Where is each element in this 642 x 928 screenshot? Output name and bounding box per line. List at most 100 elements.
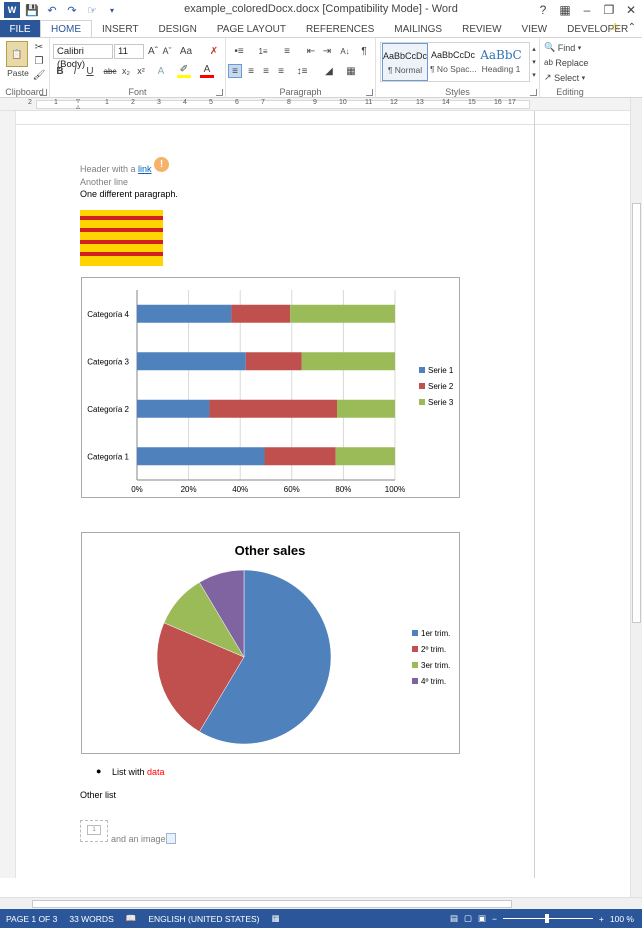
- help-button[interactable]: ?: [539, 3, 547, 17]
- format-painter-icon[interactable]: 🖌: [32, 69, 46, 81]
- page-count[interactable]: PAGE 1 OF 3: [6, 913, 58, 924]
- multilevel-list-icon[interactable]: ≡: [284, 45, 290, 57]
- ruler-number: 1: [105, 99, 109, 106]
- show-formatting-button[interactable]: ¶: [361, 45, 367, 57]
- touch-mode-icon[interactable]: ☞: [87, 4, 97, 17]
- legend-swatch: [412, 662, 418, 668]
- zoom-slider[interactable]: [502, 914, 593, 923]
- ribbon-display-options-icon[interactable]: ▦: [559, 3, 571, 17]
- style-heading-1[interactable]: AaBbC Heading 1: [478, 43, 524, 81]
- style-no-spacing[interactable]: AaBbCcDc ¶ No Spac...: [430, 43, 477, 81]
- vertical-ruler[interactable]: [0, 111, 16, 878]
- read-mode-icon[interactable]: ▤: [449, 913, 458, 923]
- font-color-icon[interactable]: A: [200, 64, 214, 78]
- font-dialog-launcher-icon[interactable]: [216, 89, 223, 96]
- zoom-in-icon[interactable]: +: [598, 913, 604, 924]
- vertical-scroll-thumb[interactable]: [632, 203, 641, 623]
- warning-icon[interactable]: ⚠: [610, 22, 620, 33]
- bullets-icon[interactable]: •≡: [234, 45, 244, 57]
- save-icon[interactable]: 💾: [25, 4, 39, 17]
- font-name-combo[interactable]: Calibri (Body): [53, 44, 113, 70]
- align-center-icon[interactable]: ≡: [248, 65, 254, 77]
- word-app-icon[interactable]: W: [4, 2, 20, 18]
- highlight-color-icon[interactable]: ✐: [177, 64, 191, 78]
- cut-icon[interactable]: ✂: [34, 41, 44, 53]
- font-size-combo[interactable]: 11: [114, 44, 144, 59]
- grow-font-icon[interactable]: Aˆ: [148, 45, 158, 57]
- select-button[interactable]: ↗ Select ▾: [544, 71, 598, 84]
- font-label: Font: [128, 87, 147, 97]
- tab-view[interactable]: VIEW: [521, 23, 548, 35]
- align-right-icon[interactable]: ≡: [263, 65, 269, 77]
- macro-icon[interactable]: ▦: [271, 913, 280, 923]
- undo-icon[interactable]: ↶: [47, 4, 57, 17]
- tab-file[interactable]: FILE: [0, 20, 40, 38]
- zoom-out-icon[interactable]: −: [491, 913, 497, 924]
- tab-home[interactable]: HOME: [40, 20, 92, 38]
- change-case-icon[interactable]: Aa: [179, 45, 193, 57]
- language-indicator[interactable]: ENGLISH (UNITED STATES): [148, 913, 260, 924]
- proofing-icon[interactable]: 📖: [125, 913, 137, 923]
- quick-access-toolbar: W 💾 ↶ ↷ ☞ ▾: [4, 2, 120, 18]
- styles-scroll-up-icon[interactable]: ▴: [532, 46, 536, 53]
- decrease-indent-icon[interactable]: ⇤: [306, 45, 316, 57]
- tab-review[interactable]: REVIEW: [462, 23, 502, 35]
- borders-icon[interactable]: ▦: [346, 65, 356, 77]
- vertical-scrollbar[interactable]: [630, 98, 642, 898]
- tab-insert[interactable]: INSERT: [102, 23, 139, 35]
- replace-button[interactable]: ab Replace: [544, 56, 598, 69]
- collapse-ribbon-icon[interactable]: ⌃: [627, 22, 636, 33]
- numbering-icon[interactable]: 1≡: [258, 46, 268, 56]
- header-link[interactable]: link: [138, 164, 152, 174]
- pie-chart[interactable]: Other sales 1er trim. 2º trim. 3er trim. 4º …: [81, 532, 460, 754]
- paragraph-dialog-launcher-icon[interactable]: [366, 89, 373, 96]
- justify-icon[interactable]: ≡: [278, 65, 284, 77]
- increase-indent-icon[interactable]: ⇥: [322, 45, 332, 57]
- tab-developer[interactable]: DEVELOPER: [567, 23, 629, 35]
- bar-segment: [245, 352, 302, 371]
- styles-more-icon[interactable]: ▾: [532, 72, 536, 79]
- copy-icon[interactable]: ❐: [34, 55, 44, 67]
- line-spacing-icon[interactable]: ↕≡: [296, 65, 308, 77]
- redo-icon[interactable]: ↷: [67, 4, 77, 17]
- indent-marker-icon[interactable]: ▿ ▵: [76, 96, 81, 111]
- bar-chart[interactable]: 0% 20% 40% 60% 80% 100% Categoría 1 Categoría 2…: [81, 277, 460, 498]
- superscript-button[interactable]: x²: [137, 66, 145, 76]
- close-button[interactable]: ✕: [625, 3, 637, 17]
- customize-qat-icon[interactable]: ▾: [109, 5, 114, 15]
- styles-dialog-launcher-icon[interactable]: [530, 89, 537, 96]
- sort-icon[interactable]: A↓: [340, 46, 350, 56]
- print-layout-icon[interactable]: ▢: [463, 913, 472, 923]
- minimize-button[interactable]: –: [583, 3, 591, 17]
- paste-button[interactable]: Paste: [7, 68, 29, 78]
- paste-icon[interactable]: 📋: [6, 41, 28, 67]
- tab-references[interactable]: REFERENCES: [305, 23, 375, 35]
- strikethrough-button[interactable]: abc: [103, 66, 117, 76]
- ruler-number: 9: [313, 99, 317, 106]
- horizontal-scroll-thumb[interactable]: [32, 900, 512, 908]
- tab-mailings[interactable]: MAILINGS: [394, 23, 443, 35]
- bold-button[interactable]: B: [56, 65, 64, 77]
- underline-button[interactable]: U: [86, 65, 94, 77]
- window-title: example_coloredDocx.docx [Compatibility …: [184, 3, 458, 15]
- subscript-button[interactable]: x₂: [122, 66, 130, 76]
- tab-design[interactable]: DESIGN: [158, 23, 197, 35]
- zoom-level[interactable]: 100 %: [609, 913, 634, 924]
- shrink-font-icon[interactable]: Aˇ: [162, 46, 172, 56]
- clipboard-dialog-launcher-icon[interactable]: [40, 89, 47, 96]
- zoom-slider-knob[interactable]: [544, 914, 549, 923]
- horizontal-scrollbar[interactable]: [0, 897, 642, 909]
- text-effects-icon[interactable]: A: [157, 65, 165, 77]
- clear-formatting-icon[interactable]: ✗: [209, 45, 219, 57]
- word-count[interactable]: 33 WORDS: [69, 913, 114, 924]
- horizontal-ruler[interactable]: 2 1 1 2 3 4 5 6 7 8 9 10 11 12 13 14 15 16 17 ▿ ▵: [0, 96, 642, 111]
- tab-page-layout[interactable]: PAGE LAYOUT: [216, 23, 286, 35]
- find-button[interactable]: 🔍 Find ▾: [544, 41, 598, 54]
- web-layout-icon[interactable]: ▣: [477, 913, 486, 923]
- shading-icon[interactable]: ◢: [325, 65, 333, 77]
- style-normal[interactable]: AaBbCcDc ¶ Normal: [382, 43, 428, 81]
- align-left-icon[interactable]: ≡: [228, 64, 242, 78]
- restore-button[interactable]: ❐: [603, 3, 615, 17]
- styles-scroll-down-icon[interactable]: ▾: [532, 59, 536, 66]
- italic-button[interactable]: I: [73, 65, 77, 77]
